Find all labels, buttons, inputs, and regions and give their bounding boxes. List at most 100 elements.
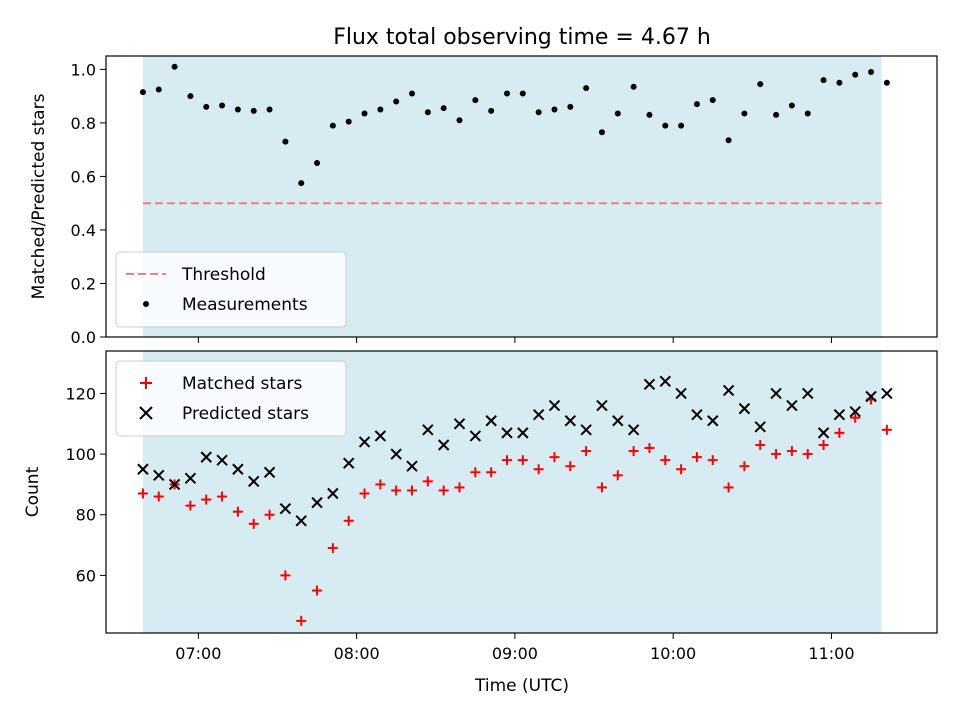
matched-stars-point <box>628 446 639 457</box>
matched-stars-point <box>755 440 766 450</box>
predicted-stars-point <box>311 496 323 509</box>
x-tick-label: 09:00 <box>492 644 538 663</box>
matched-stars-point <box>691 452 702 463</box>
measurement-point <box>788 102 795 109</box>
predicted-stars-point <box>770 387 782 400</box>
predicted-stars-point <box>881 387 893 400</box>
chart-title: Flux total observing time = 4.67 h <box>333 25 711 50</box>
matched-stars-point <box>407 485 418 496</box>
matched-stars-point <box>454 482 465 493</box>
predicted-stars-point <box>659 375 671 388</box>
measurement-point <box>646 111 653 118</box>
matched-stars-point <box>438 485 449 496</box>
measurement-point <box>472 97 479 104</box>
predicted-stars-point <box>580 424 592 436</box>
measurement-point <box>503 90 510 97</box>
predicted-stars-point <box>865 390 877 403</box>
predicted-stars-point <box>358 436 371 448</box>
predicted-stars-point <box>627 424 640 436</box>
predicted-stars-point <box>248 475 260 488</box>
matched-stars-point <box>786 446 797 457</box>
predicted-stars-point <box>643 378 656 391</box>
matched-stars-point <box>280 570 291 581</box>
predicted-stars-point <box>216 454 228 466</box>
predicted-stars-point <box>263 466 276 478</box>
y-tick-label: 0.2 <box>71 274 96 293</box>
predicted-stars-point <box>802 387 814 400</box>
predicted-stars-point <box>786 399 798 412</box>
y-tick-label: 0.0 <box>71 328 96 347</box>
measurement-point <box>424 109 431 116</box>
x-tick-label: 11:00 <box>808 644 854 663</box>
x-tick-label: 10:00 <box>650 644 696 663</box>
legend-label: Matched stars <box>182 374 302 394</box>
measurement-point <box>171 63 178 70</box>
matched-stars-point <box>549 452 560 463</box>
matched-stars-point <box>375 479 386 490</box>
predicted-stars-point <box>453 418 466 430</box>
matched-stars-point <box>296 615 307 626</box>
legend-box <box>115 251 347 328</box>
measurement-point <box>852 71 859 78</box>
measurement-point <box>535 109 542 116</box>
measurement-point <box>234 106 241 113</box>
predicted-stars-point <box>833 408 846 421</box>
matched-stars-point <box>707 455 718 466</box>
measurement-point <box>693 101 700 108</box>
measurement-point <box>757 81 764 88</box>
y-tick-label: 0.4 <box>71 221 96 240</box>
y-tick-label: 60 <box>76 566 96 585</box>
matched-stars-point <box>153 491 164 502</box>
measurement-point <box>725 137 732 144</box>
measurement-point <box>598 129 605 136</box>
y-tick-label: 80 <box>76 506 96 525</box>
predicted-stars-point <box>232 463 244 475</box>
predicted-stars-point <box>754 421 766 433</box>
predicted-stars-point <box>279 502 292 515</box>
measurement-point <box>329 122 336 129</box>
legend-label: Measurements <box>182 295 308 315</box>
matched-stars-point <box>327 543 338 554</box>
predicted-stars-point <box>200 451 212 463</box>
predicted-stars-point <box>437 439 450 451</box>
x-tick-label: 08:00 <box>334 644 380 663</box>
predicted-stars-point <box>390 448 402 460</box>
count-panel: 07:00 08:00 09:00 10:00 11:00 60 80 100 120 Count… <box>23 350 938 663</box>
measurement-point <box>298 180 305 187</box>
legend-predicted-swatch <box>139 406 153 420</box>
predicted-stars-point <box>817 427 830 439</box>
measurement-point <box>583 85 590 92</box>
measurement-point <box>282 138 289 145</box>
legend-matched-swatch <box>140 377 152 389</box>
matched-stars-point <box>881 424 892 435</box>
measurement-point <box>409 90 416 97</box>
predicted-stars-point <box>596 399 608 412</box>
measurement-point <box>804 110 811 117</box>
legend: Matched stars Predicted stars <box>115 360 347 437</box>
measurement-point <box>678 122 685 129</box>
predicted-stars-point <box>374 430 387 442</box>
measurement-point <box>377 106 384 113</box>
matched-stars-point <box>771 449 782 460</box>
measurement-point <box>551 106 558 113</box>
matched-stars-point <box>834 427 845 438</box>
measurement-point <box>614 110 621 117</box>
predicted-stars-point <box>327 487 339 500</box>
predicted-stars-point <box>738 402 751 415</box>
y-tick-label: 120 <box>65 384 96 403</box>
measurement-point <box>883 79 890 86</box>
ratio-panel: 0.0 0.2 0.4 0.6 0.8 1.0 Matched/Predicted star… <box>29 55 938 347</box>
measurement-point <box>741 110 748 117</box>
matched-stars-point <box>723 482 734 493</box>
matched-stars-point <box>137 488 148 499</box>
matched-stars-point <box>248 518 259 529</box>
matched-stars-point <box>422 476 433 487</box>
measurement-point <box>187 93 194 100</box>
measurement-point <box>361 110 368 117</box>
y-tick-label: 0.8 <box>71 114 96 133</box>
predicted-stars-point <box>691 408 703 421</box>
x-axis-label: Time (UTC) <box>474 676 569 696</box>
measurement-point <box>393 98 400 105</box>
matched-stars-point <box>343 515 354 526</box>
legend-box <box>115 360 347 437</box>
